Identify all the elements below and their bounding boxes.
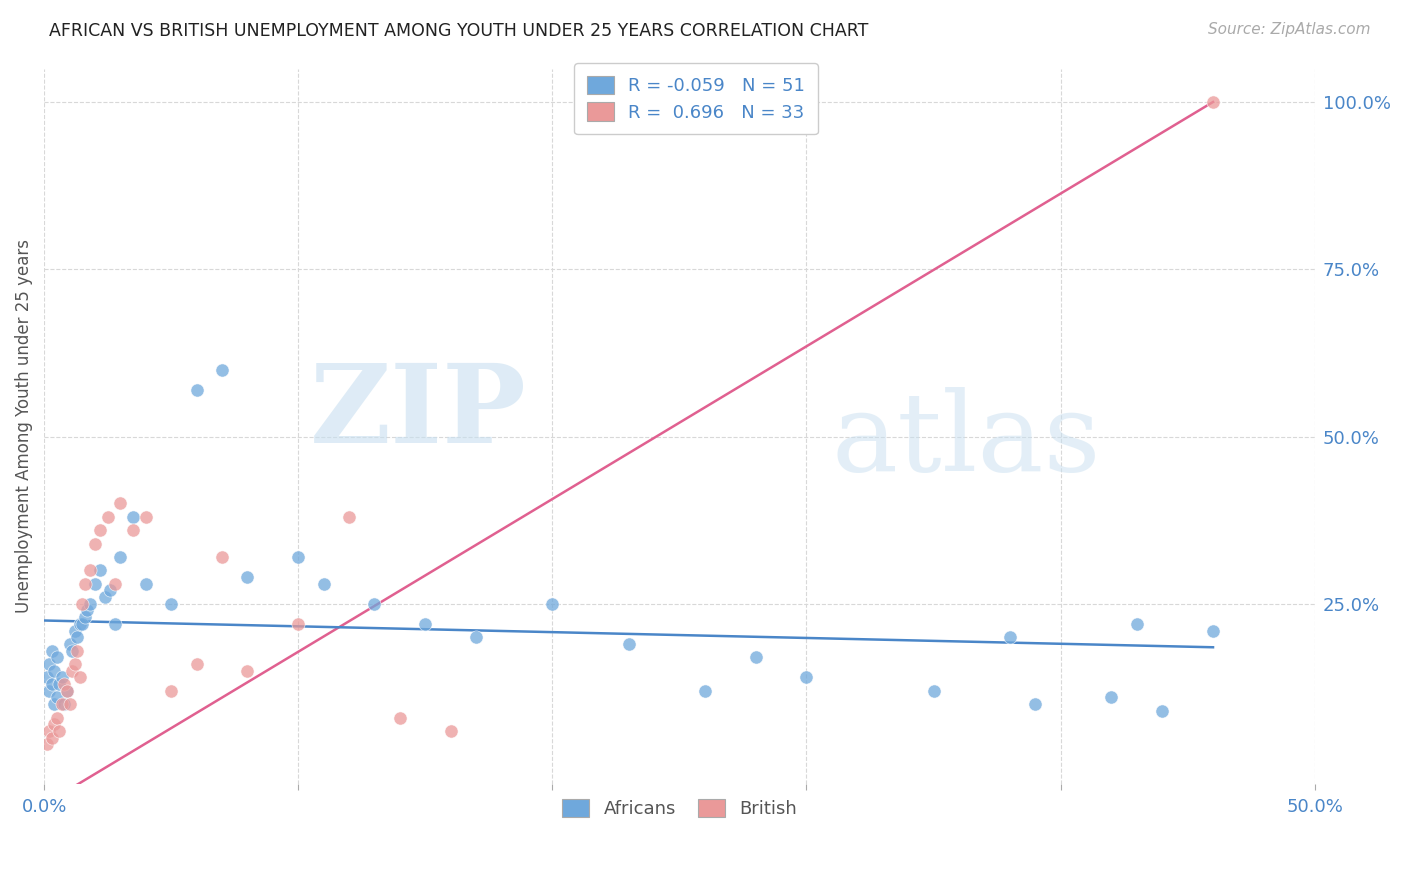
Point xyxy=(287,549,309,564)
Point xyxy=(186,383,208,397)
Point xyxy=(58,637,80,651)
Point xyxy=(440,723,463,738)
Point xyxy=(73,576,96,591)
Point xyxy=(63,657,86,671)
Point xyxy=(287,616,309,631)
Point xyxy=(51,697,73,711)
Point xyxy=(98,583,121,598)
Point xyxy=(69,616,91,631)
Point xyxy=(45,690,67,705)
Point xyxy=(160,597,183,611)
Point xyxy=(84,536,107,550)
Point xyxy=(122,523,145,537)
Point xyxy=(1126,616,1149,631)
Point xyxy=(66,643,89,657)
Point xyxy=(89,523,111,537)
Y-axis label: Unemployment Among Youth under 25 years: Unemployment Among Youth under 25 years xyxy=(15,239,32,614)
Point xyxy=(56,683,79,698)
Point xyxy=(1202,95,1225,109)
Point xyxy=(44,717,66,731)
Point xyxy=(53,697,76,711)
Point xyxy=(922,683,945,698)
Point xyxy=(211,549,233,564)
Point xyxy=(186,657,208,671)
Point xyxy=(60,643,83,657)
Point xyxy=(97,509,120,524)
Point xyxy=(104,616,127,631)
Point xyxy=(312,576,335,591)
Point xyxy=(66,630,89,644)
Legend: Africans, British: Africans, British xyxy=(555,792,804,825)
Point xyxy=(388,710,411,724)
Text: Source: ZipAtlas.com: Source: ZipAtlas.com xyxy=(1208,22,1371,37)
Point xyxy=(110,496,132,510)
Point xyxy=(236,664,259,678)
Point xyxy=(58,697,80,711)
Point xyxy=(45,650,67,665)
Point xyxy=(363,597,385,611)
Point xyxy=(693,683,716,698)
Point xyxy=(122,509,145,524)
Point xyxy=(1152,704,1174,718)
Point xyxy=(38,657,60,671)
Point xyxy=(1099,690,1122,705)
Point xyxy=(70,597,93,611)
Point xyxy=(41,643,63,657)
Point xyxy=(744,650,766,665)
Point xyxy=(94,590,117,604)
Point xyxy=(41,731,63,745)
Point xyxy=(104,576,127,591)
Point xyxy=(51,670,73,684)
Point xyxy=(998,630,1021,644)
Text: atlas: atlas xyxy=(832,387,1101,494)
Point xyxy=(41,677,63,691)
Point xyxy=(1202,624,1225,638)
Point xyxy=(541,597,564,611)
Point xyxy=(48,677,70,691)
Text: AFRICAN VS BRITISH UNEMPLOYMENT AMONG YOUTH UNDER 25 YEARS CORRELATION CHART: AFRICAN VS BRITISH UNEMPLOYMENT AMONG YO… xyxy=(49,22,869,40)
Point xyxy=(69,670,91,684)
Point xyxy=(35,737,58,751)
Point xyxy=(73,610,96,624)
Point xyxy=(79,597,101,611)
Point xyxy=(135,576,157,591)
Point xyxy=(160,683,183,698)
Point xyxy=(135,509,157,524)
Point xyxy=(35,670,58,684)
Text: ZIP: ZIP xyxy=(311,359,527,466)
Point xyxy=(236,570,259,584)
Point xyxy=(45,710,67,724)
Point xyxy=(796,670,818,684)
Point xyxy=(44,697,66,711)
Point xyxy=(60,664,83,678)
Point xyxy=(1024,697,1046,711)
Point xyxy=(63,624,86,638)
Point xyxy=(110,549,132,564)
Point xyxy=(56,683,79,698)
Point xyxy=(38,683,60,698)
Point xyxy=(76,603,98,617)
Point xyxy=(53,677,76,691)
Point xyxy=(84,576,107,591)
Point xyxy=(617,637,640,651)
Point xyxy=(337,509,360,524)
Point xyxy=(211,362,233,376)
Point xyxy=(48,723,70,738)
Point xyxy=(465,630,488,644)
Point xyxy=(70,616,93,631)
Point xyxy=(413,616,436,631)
Point xyxy=(89,563,111,577)
Point xyxy=(79,563,101,577)
Point xyxy=(38,723,60,738)
Point xyxy=(44,664,66,678)
